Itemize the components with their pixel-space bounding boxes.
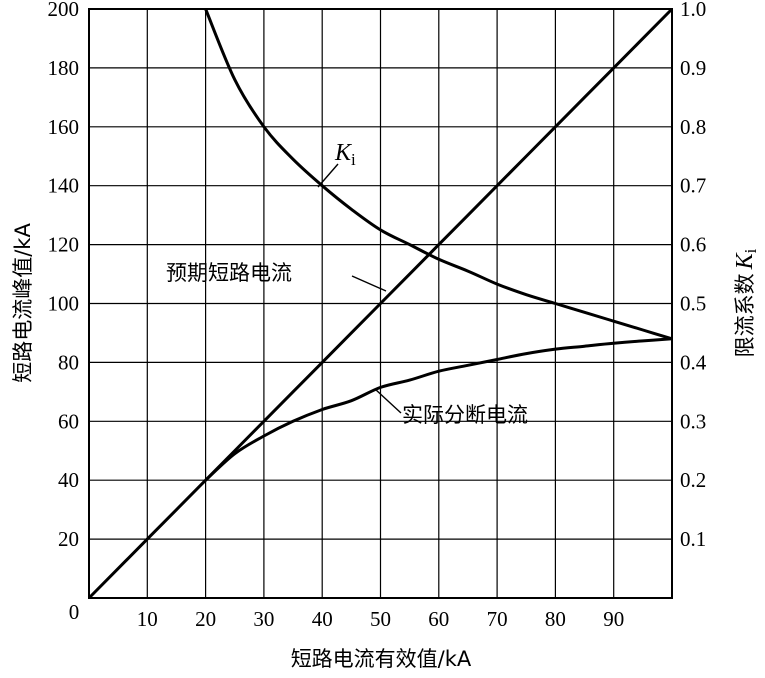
y2-tick-label: 0.8 [680,115,706,139]
ki-label: Ki [334,140,356,169]
y-tick-labels: 20 40 60 80 100 120 140 160 180 200 [48,0,80,551]
y2-tick-label: 0.7 [680,174,706,198]
y-tick-label: 60 [58,409,79,433]
prospective-current-line [87,7,674,600]
y2-axis-title-text: 限流系数 [733,273,757,357]
y2-axis-title-subscript: i [741,248,760,253]
y2-tick-label: 0.5 [680,292,706,316]
y-tick-label: 40 [58,468,79,492]
y-tick-label: 160 [48,115,80,139]
y2-tick-label: 0.4 [680,350,707,374]
actual-breaking-current-line [204,337,673,482]
x-tick-label: 60 [428,607,449,631]
y-tick-label: 100 [48,292,80,316]
ki-curve-line [204,8,673,341]
y2-tick-label: 0.3 [680,409,706,433]
x-tick-label: 0 [69,600,80,624]
x-tick-label: 10 [137,607,158,631]
y-tick-label: 140 [48,174,80,198]
ki-label-subscript: i [351,150,356,169]
y-tick-label: 180 [48,56,80,80]
x-tick-label: 40 [312,607,333,631]
x-tick-labels: 0 10 20 30 40 50 60 70 80 90 [69,600,624,631]
x-tick-label: 30 [253,607,274,631]
ki-label-symbol: K [334,140,353,166]
y2-axis-title: 限流系数 Ki [732,248,760,357]
ki-leader-line [317,163,339,188]
x-tick-label: 80 [545,607,566,631]
plot-frame [88,8,673,599]
x-axis-title: 短路电流有效值/kA [291,647,472,671]
prospective-leader-line [351,275,387,292]
x-tick-label: 50 [370,607,391,631]
x-tick-label: 90 [603,607,624,631]
y2-tick-label: 0.9 [680,56,706,80]
y-tick-label: 120 [48,233,80,257]
y-axis-title: 短路电流峰值/kA [11,223,35,383]
x-tick-label: 70 [487,607,508,631]
actual-current-label: 实际分断电流 [402,403,528,427]
y2-tick-label: 1.0 [680,0,706,21]
prospective-current-label: 预期短路电流 [166,261,292,285]
y2-tick-label: 0.1 [680,527,706,551]
x-tick-label: 20 [195,607,216,631]
y-tick-label: 200 [48,0,80,21]
y2-tick-labels: 0.1 0.2 0.3 0.4 0.5 0.6 0.7 0.8 0.9 1.0 [680,0,707,551]
y-tick-label: 20 [58,527,79,551]
y2-tick-label: 0.2 [680,468,706,492]
series-group [87,7,674,600]
actual-leader-line [374,388,402,414]
y-tick-label: 80 [58,350,79,374]
y2-axis-title-symbol: K [732,251,758,270]
y2-tick-label: 0.6 [680,233,706,257]
